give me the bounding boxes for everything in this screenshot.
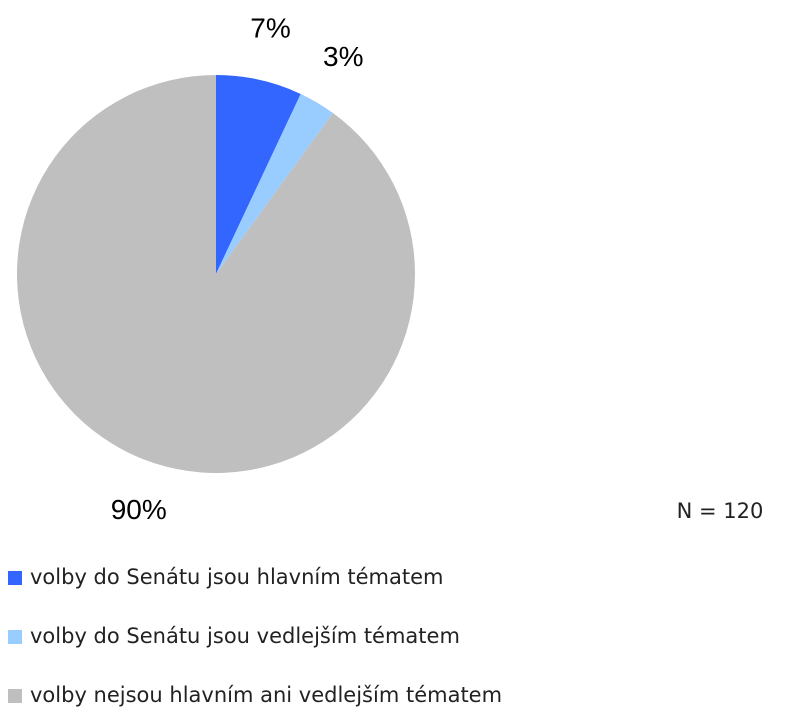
- legend-label: volby nejsou hlavním ani vedlejším témat…: [30, 683, 502, 707]
- legend-swatch: [8, 630, 22, 644]
- pie-slice: [216, 75, 301, 274]
- legend-label: volby do Senátu jsou vedlejším tématem: [30, 624, 460, 648]
- pie-slice: [216, 93, 333, 274]
- pie-slice: [16, 75, 415, 474]
- legend-swatch: [8, 571, 22, 585]
- data-label: 3%: [323, 41, 363, 72]
- annotation: N = 120: [677, 499, 764, 523]
- legend-swatch: [8, 689, 22, 703]
- data-label: 90%: [111, 494, 167, 525]
- legend-label: volby do Senátu jsou hlavním tématem: [30, 565, 443, 589]
- data-label: 7%: [250, 12, 290, 43]
